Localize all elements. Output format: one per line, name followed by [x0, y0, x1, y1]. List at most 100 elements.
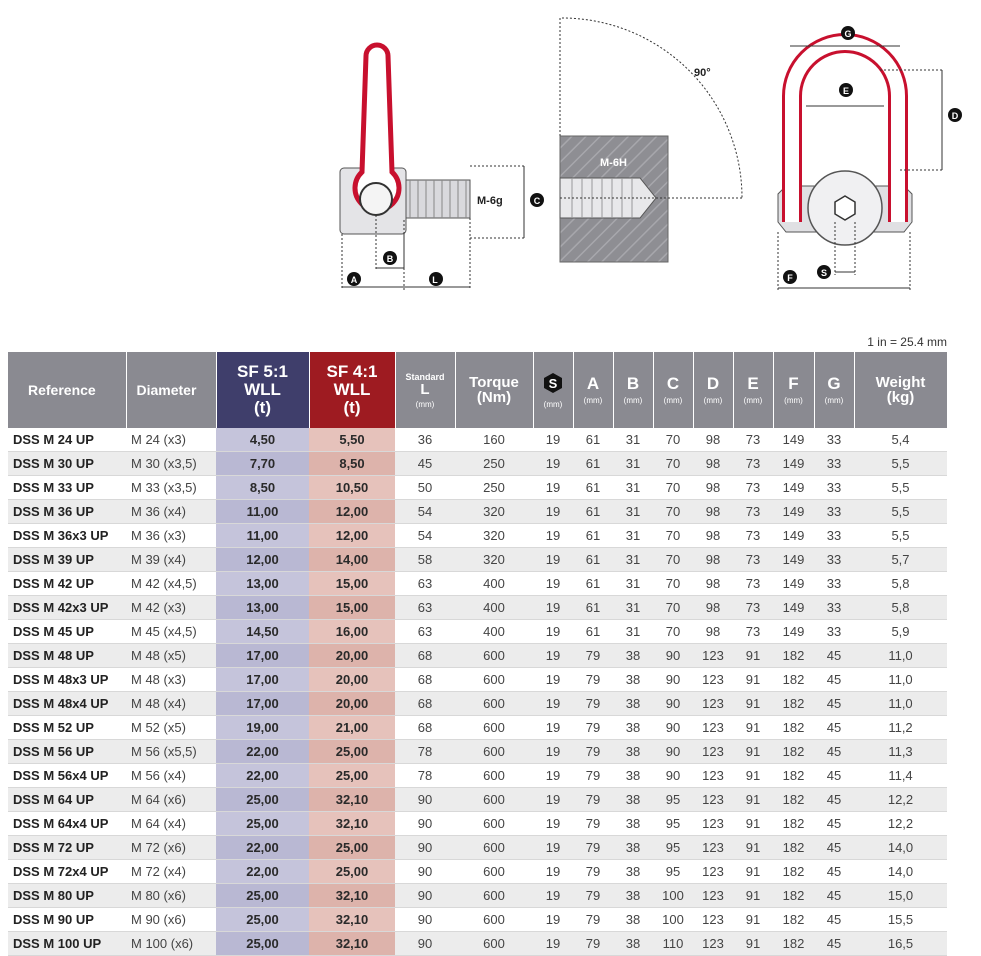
cell-reference: DSS M 48x3 UP: [8, 667, 126, 692]
cell-wll-sf5: 17,00: [216, 667, 309, 692]
cell-torque: 400: [455, 571, 533, 596]
cell-wll-sf4: 16,00: [309, 619, 395, 644]
cell-c: 100: [653, 883, 693, 908]
cell-wll-sf4: 25,00: [309, 763, 395, 788]
cell-a: 79: [573, 883, 613, 908]
cell-weight: 11,4: [854, 763, 947, 788]
cell-f: 149: [773, 475, 814, 500]
cell-wll-sf4: 8,50: [309, 451, 395, 476]
cell-g: 45: [814, 811, 854, 836]
cell-e: 73: [733, 595, 773, 620]
cell-e: 73: [733, 523, 773, 548]
cell-wll-sf4: 32,10: [309, 931, 395, 956]
cell-weight: 5,5: [854, 523, 947, 548]
cell-a: 79: [573, 763, 613, 788]
cell-c: 70: [653, 428, 693, 452]
cell-standard-l1: 45: [395, 451, 455, 476]
cell-wll-sf5: 17,00: [216, 643, 309, 668]
col-g: G (mm): [814, 352, 855, 428]
cell-weight: 12,2: [854, 787, 947, 812]
cell-torque: 250: [455, 475, 533, 500]
cell-c: 70: [653, 475, 693, 500]
cell-b: 31: [613, 451, 653, 476]
cell-diameter: M 48 (x3): [126, 667, 216, 692]
cell-torque: 600: [455, 739, 533, 764]
cell-s: 19: [533, 907, 573, 932]
cell-reference: DSS M 48 UP: [8, 643, 126, 668]
cell-wll-sf5: 12,00: [216, 547, 309, 572]
cell-c: 70: [653, 451, 693, 476]
cell-e: 91: [733, 883, 773, 908]
cell-diameter: M 72 (x6): [126, 835, 216, 860]
cell-b: 31: [613, 523, 653, 548]
cell-reference: DSS M 39 UP: [8, 547, 126, 572]
cell-standard-l1: 54: [395, 499, 455, 524]
cell-weight: 15,5: [854, 907, 947, 932]
cell-diameter: M 30 (x3,5): [126, 451, 216, 476]
cell-diameter: M 48 (x4): [126, 691, 216, 716]
cell-e: 91: [733, 859, 773, 884]
cell-wll-sf5: 25,00: [216, 907, 309, 932]
cell-weight: 12,2: [854, 811, 947, 836]
cell-g: 33: [814, 523, 854, 548]
cell-wll-sf5: 11,00: [216, 523, 309, 548]
svg-text:D: D: [952, 111, 959, 121]
cell-reference: DSS M 56x4 UP: [8, 763, 126, 788]
cell-g: 33: [814, 547, 854, 572]
cell-a: 79: [573, 715, 613, 740]
table-row: DSS M 72x4 UP M 72 (x4) 22,00 25,00 90 600 19 7…: [8, 859, 947, 884]
cell-c: 90: [653, 643, 693, 668]
cell-reference: DSS M 90 UP: [8, 907, 126, 932]
col-wll-sf4: SF 4:1 WLL (t): [309, 352, 396, 428]
cell-a: 61: [573, 619, 613, 644]
cell-torque: 400: [455, 595, 533, 620]
table-row: DSS M 45 UP M 45 (x4,5) 14,50 16,00 63 400 19 6…: [8, 619, 947, 644]
cell-standard-l1: 78: [395, 739, 455, 764]
specification-table: Reference Diameter SF 5:1 WLL (t) SF 4:1…: [8, 352, 948, 956]
cell-d: 123: [693, 931, 733, 956]
table-row: DSS M 80 UP M 80 (x6) 25,00 32,10 90 600 19 79 3…: [8, 883, 947, 908]
cell-a: 79: [573, 739, 613, 764]
cell-f: 182: [773, 931, 814, 956]
cell-f: 149: [773, 571, 814, 596]
cell-b: 38: [613, 715, 653, 740]
cell-wll-sf4: 21,00: [309, 715, 395, 740]
table-row: DSS M 42x3 UP M 42 (x3) 13,00 15,00 63 400 19 6…: [8, 595, 947, 620]
cell-standard-l1: 63: [395, 619, 455, 644]
cell-a: 61: [573, 451, 613, 476]
cell-d: 98: [693, 619, 733, 644]
cell-wll-sf4: 25,00: [309, 835, 395, 860]
cell-reference: DSS M 64 UP: [8, 787, 126, 812]
cell-diameter: M 52 (x5): [126, 715, 216, 740]
table-row: DSS M 39 UP M 39 (x4) 12,00 14,00 58 320 19 61 3…: [8, 547, 947, 572]
table-row: DSS M 64 UP M 64 (x6) 25,00 32,10 90 600 19 79 3…: [8, 787, 947, 812]
cell-s: 19: [533, 595, 573, 620]
cell-wll-sf4: 25,00: [309, 859, 395, 884]
cell-f: 182: [773, 883, 814, 908]
cell-weight: 16,5: [854, 931, 947, 956]
cell-s: 19: [533, 451, 573, 476]
cell-f: 149: [773, 547, 814, 572]
cell-f: 182: [773, 835, 814, 860]
cell-diameter: M 64 (x4): [126, 811, 216, 836]
cell-standard-l1: 63: [395, 595, 455, 620]
cell-reference: DSS M 36x3 UP: [8, 523, 126, 548]
cell-s: 19: [533, 835, 573, 860]
cell-d: 123: [693, 907, 733, 932]
cell-f: 182: [773, 787, 814, 812]
cell-a: 61: [573, 571, 613, 596]
thread-label-m6g: M-6g: [477, 195, 503, 207]
table-row: DSS M 52 UP M 52 (x5) 19,00 21,00 68 600 19 79 3…: [8, 715, 947, 740]
table-row: DSS M 48 UP M 48 (x5) 17,00 20,00 68 600 19 79 3…: [8, 643, 947, 668]
table-header-row: Reference Diameter SF 5:1 WLL (t) SF 4:1…: [8, 352, 948, 428]
col-standard-l1: Standard L (mm): [395, 352, 456, 428]
cell-standard-l1: 68: [395, 691, 455, 716]
cell-wll-sf5: 25,00: [216, 883, 309, 908]
cell-wll-sf5: 7,70: [216, 451, 309, 476]
table-row: DSS M 36x3 UP M 36 (x3) 11,00 12,00 54 320 19 6…: [8, 523, 947, 548]
col-e: E (mm): [733, 352, 774, 428]
cell-a: 79: [573, 811, 613, 836]
svg-text:A: A: [351, 275, 358, 285]
cell-wll-sf5: 25,00: [216, 811, 309, 836]
cell-wll-sf4: 25,00: [309, 739, 395, 764]
